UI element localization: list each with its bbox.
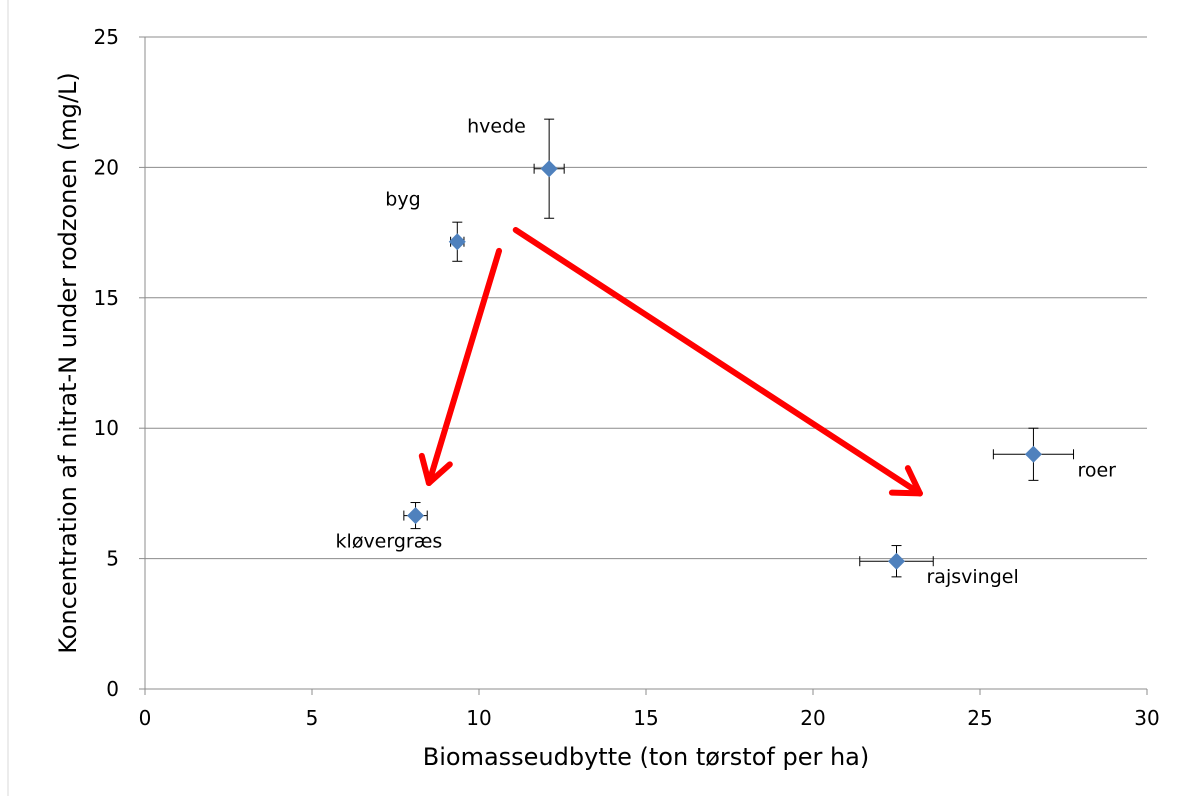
- arrow-head: [425, 461, 453, 486]
- x-tick-label: 30: [1134, 706, 1159, 730]
- diamond-marker: [540, 160, 558, 178]
- arrow-shaft: [425, 247, 503, 486]
- data-point-byg: byg: [385, 189, 466, 262]
- arrow-head: [904, 465, 923, 497]
- y-tick-label: 15: [94, 286, 119, 310]
- x-tick-label: 15: [633, 706, 658, 730]
- arrow: [512, 226, 923, 497]
- x-tick-label: 25: [967, 706, 992, 730]
- axes: [139, 36, 1148, 695]
- point-label: byg: [385, 189, 420, 211]
- diamond-marker: [1024, 445, 1042, 463]
- diamond-marker: [888, 552, 905, 570]
- point-label: roer: [1077, 459, 1116, 481]
- arrow-head: [888, 489, 923, 497]
- y-tick-label: 10: [94, 416, 119, 440]
- x-axis-label: Biomasseudbytte (ton tørstof per ha): [423, 743, 869, 771]
- data-point-kløvergræs: kløvergræs: [336, 502, 443, 553]
- point-label: kløvergræs: [336, 531, 443, 553]
- x-tick-label: 20: [800, 706, 825, 730]
- x-tick-label: 10: [466, 706, 491, 730]
- diamond-marker: [448, 233, 466, 251]
- data-point-rajsvingel: rajsvingel: [859, 545, 1019, 588]
- data-points: hvede byg kløvergræs rajsvingel roer: [336, 116, 1117, 589]
- point-label: hvede: [467, 116, 526, 138]
- arrow-shaft: [512, 226, 923, 497]
- data-point-roer: roer: [992, 427, 1116, 481]
- y-tick-label: 25: [94, 25, 119, 49]
- diamond-marker: [407, 507, 425, 525]
- gridlines: [145, 36, 1147, 560]
- arrow-head: [418, 452, 432, 486]
- x-tick-label: 0: [139, 706, 152, 730]
- y-tick-labels: 0 5 10 15 20 25: [94, 25, 119, 701]
- y-tick-label: 0: [106, 677, 119, 701]
- arrows: [418, 226, 923, 497]
- y-axis-label: Koncentration af nitrat-N under rodzonen…: [54, 72, 82, 654]
- data-point-hvede: hvede: [467, 116, 565, 219]
- y-tick-label: 20: [94, 155, 119, 179]
- x-tick-labels: 0 5 10 15 20 25 30: [139, 706, 1160, 730]
- arrow: [418, 247, 503, 486]
- point-label: rajsvingel: [927, 566, 1019, 588]
- x-tick-label: 5: [306, 706, 319, 730]
- y-tick-label: 5: [106, 547, 119, 571]
